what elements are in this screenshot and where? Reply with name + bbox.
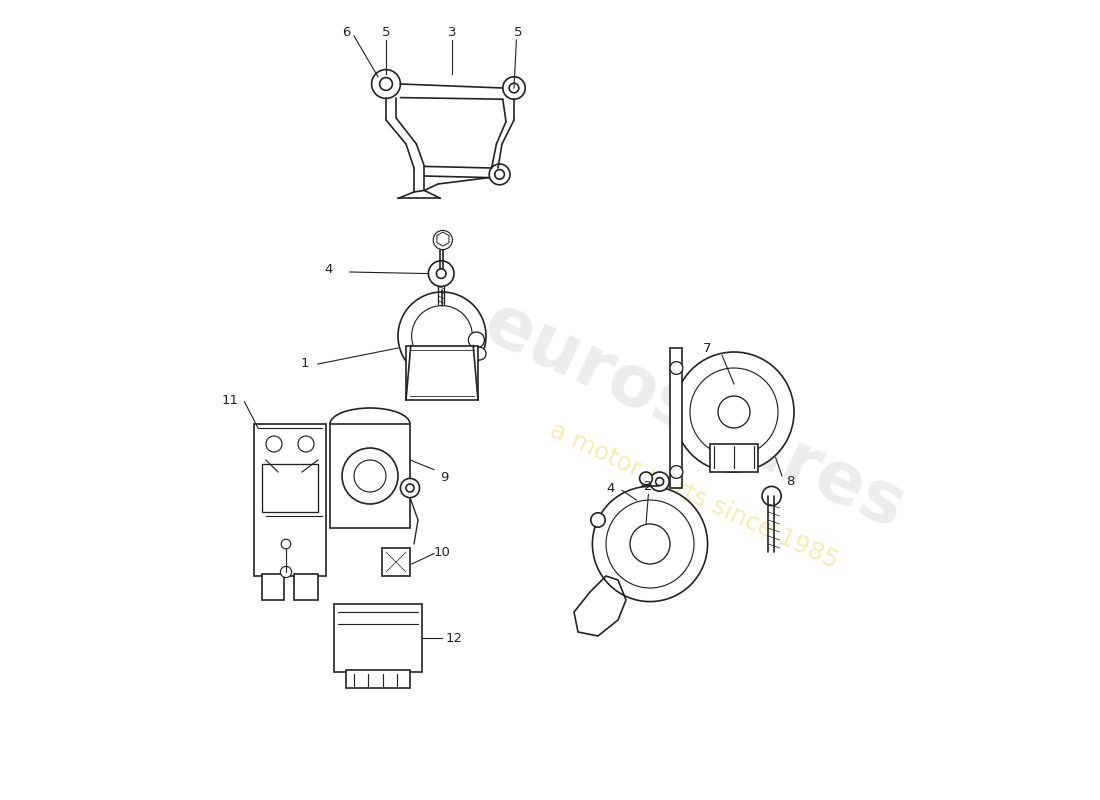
Circle shape xyxy=(650,472,669,491)
Circle shape xyxy=(372,70,400,98)
Bar xyxy=(334,604,422,672)
Bar xyxy=(262,464,318,512)
Text: 5: 5 xyxy=(514,26,522,38)
Circle shape xyxy=(354,460,386,492)
Circle shape xyxy=(411,306,472,366)
Circle shape xyxy=(406,484,414,492)
Text: 7: 7 xyxy=(703,342,712,354)
Text: 4: 4 xyxy=(324,263,332,276)
Circle shape xyxy=(437,269,446,278)
Circle shape xyxy=(606,500,694,588)
Text: 9: 9 xyxy=(440,471,449,484)
Bar xyxy=(262,574,285,600)
Circle shape xyxy=(282,539,290,549)
Bar xyxy=(382,548,410,576)
Text: 2: 2 xyxy=(645,480,652,493)
Circle shape xyxy=(630,524,670,564)
Circle shape xyxy=(400,478,419,498)
Text: 1: 1 xyxy=(300,358,309,370)
Circle shape xyxy=(490,164,510,185)
Circle shape xyxy=(342,448,398,504)
Circle shape xyxy=(670,466,683,478)
Circle shape xyxy=(593,486,707,602)
Circle shape xyxy=(639,472,652,485)
Text: 12: 12 xyxy=(446,632,462,645)
Circle shape xyxy=(379,78,393,90)
Circle shape xyxy=(591,513,605,527)
Circle shape xyxy=(280,566,292,578)
Circle shape xyxy=(762,486,781,506)
Text: 6: 6 xyxy=(342,26,351,38)
Text: 11: 11 xyxy=(221,394,239,406)
Bar xyxy=(710,444,758,472)
Bar xyxy=(330,424,410,528)
Bar xyxy=(254,424,326,576)
Bar xyxy=(670,348,682,488)
Text: a motor parts since 1985: a motor parts since 1985 xyxy=(546,418,842,574)
Text: 8: 8 xyxy=(785,475,794,488)
Text: 4: 4 xyxy=(606,482,615,494)
Bar xyxy=(346,670,410,688)
Circle shape xyxy=(718,396,750,428)
Circle shape xyxy=(473,347,486,360)
Circle shape xyxy=(503,77,525,99)
Circle shape xyxy=(398,292,486,380)
Circle shape xyxy=(495,170,505,179)
Text: eurospares: eurospares xyxy=(472,288,915,544)
Circle shape xyxy=(670,362,683,374)
Text: 10: 10 xyxy=(433,546,450,558)
Circle shape xyxy=(674,352,794,472)
Circle shape xyxy=(469,332,484,348)
Circle shape xyxy=(266,436,282,452)
Bar xyxy=(406,346,478,400)
Circle shape xyxy=(428,261,454,286)
Bar xyxy=(294,574,318,600)
Text: 5: 5 xyxy=(382,26,390,38)
Circle shape xyxy=(509,83,519,93)
Text: 3: 3 xyxy=(448,26,456,38)
Circle shape xyxy=(433,230,452,250)
Circle shape xyxy=(656,478,663,486)
Circle shape xyxy=(298,436,314,452)
Circle shape xyxy=(690,368,778,456)
Text: ⬡: ⬡ xyxy=(434,231,451,249)
